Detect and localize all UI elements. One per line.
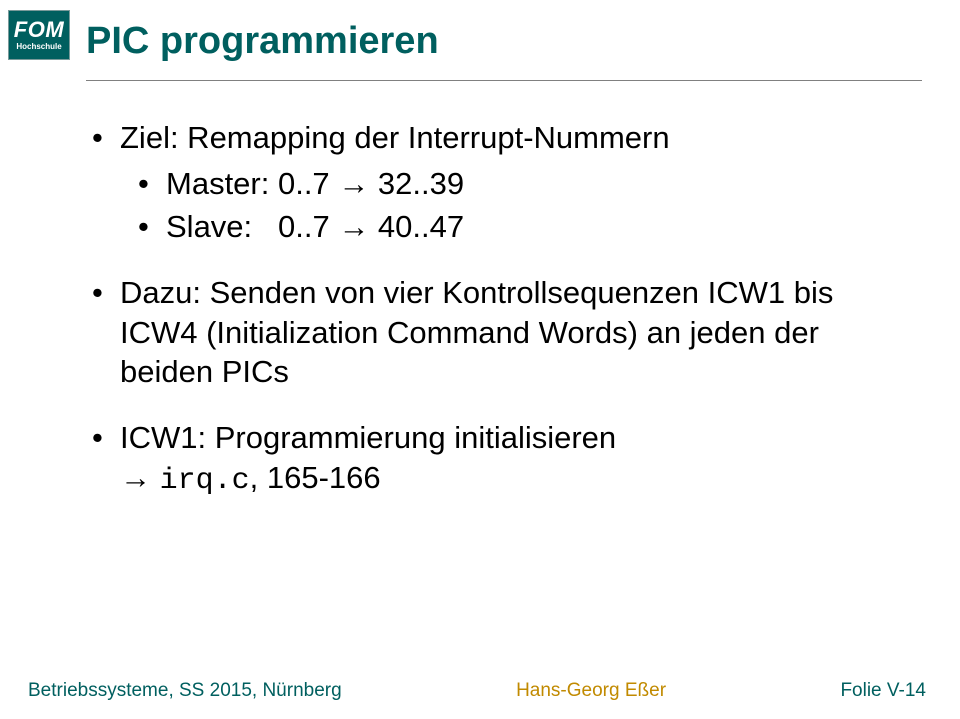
footer: Betriebssysteme, SS 2015, Nürnberg Hans-… xyxy=(0,677,960,705)
fom-logo: FOM Hochschule xyxy=(8,10,70,60)
bullet-remapping: Ziel: Remapping der Interrupt-Nummern Ma… xyxy=(92,118,900,247)
arrow: → xyxy=(120,460,160,495)
header: FOM Hochschule PIC programmieren xyxy=(0,0,960,100)
bullet-prefix: ICW1: Programmierung initialisieren xyxy=(120,420,616,455)
page-title: PIC programmieren xyxy=(86,20,439,63)
sub-bullet-slave: Slave: 0..7 → 40..47 xyxy=(120,207,900,247)
logo-text: FOM xyxy=(14,19,64,41)
code-ref: irq.c xyxy=(160,464,250,498)
bullet-text: Dazu: Senden von vier Kontrollsequenzen … xyxy=(120,275,833,389)
bullet-text: Ziel: Remapping der Interrupt-Nummern xyxy=(120,120,670,155)
bullet-suffix: , 165-166 xyxy=(250,460,381,495)
bullet-icw1: ICW1: Programmierung initialisieren → ir… xyxy=(92,418,900,500)
title-rule xyxy=(86,80,922,81)
bullet-kontrollsequenzen: Dazu: Senden von vier Kontrollsequenzen … xyxy=(92,273,900,392)
footer-center: Hans-Georg Eßer xyxy=(516,680,666,702)
content: Ziel: Remapping der Interrupt-Nummern Ma… xyxy=(92,118,900,526)
sub-bullet-master: Master: 0..7 → 32..39 xyxy=(120,164,900,204)
footer-left: Betriebssysteme, SS 2015, Nürnberg xyxy=(28,680,342,702)
footer-right: Folie V-14 xyxy=(840,680,926,702)
slide: FOM Hochschule PIC programmieren Ziel: R… xyxy=(0,0,960,719)
logo-subtext: Hochschule xyxy=(16,43,61,51)
